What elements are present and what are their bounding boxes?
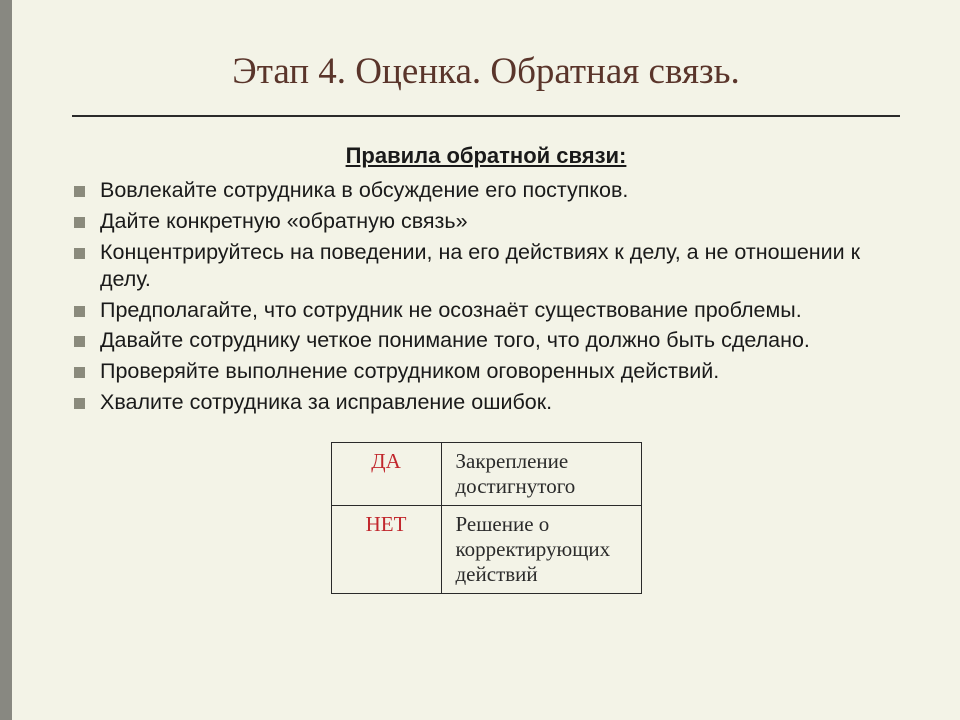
- decision-table-wrap: ДА Закрепление достигнутого НЕТ Решение …: [72, 442, 900, 594]
- slide-title: Этап 4. Оценка. Обратная связь.: [72, 50, 900, 117]
- slide: Этап 4. Оценка. Обратная связь. Правила …: [12, 0, 960, 634]
- rule-text: Вовлекайте сотрудника в обсуждение его п…: [100, 178, 628, 202]
- slide-subtitle: Правила обратной связи:: [72, 143, 900, 169]
- list-item: Вовлекайте сотрудника в обсуждение его п…: [72, 177, 900, 204]
- table-row: ДА Закрепление достигнутого: [331, 443, 641, 506]
- rule-text: Хвалите сотрудника за исправление ошибок…: [100, 390, 552, 414]
- table-row: НЕТ Решение о корректирующих действий: [331, 506, 641, 594]
- table-key-no: НЕТ: [331, 506, 441, 594]
- list-item: Дайте конкретную «обратную связь»: [72, 208, 900, 235]
- list-item: Проверяйте выполнение сотрудником оговор…: [72, 358, 900, 385]
- list-item: Концентрируйтесь на поведении, на его де…: [72, 239, 900, 293]
- table-val-yes: Закрепление достигнутого: [441, 443, 641, 506]
- rule-text: Концентрируйтесь на поведении, на его де…: [100, 240, 860, 291]
- table-val-no: Решение о корректирующих действий: [441, 506, 641, 594]
- rule-text: Дайте конкретную «обратную связь»: [100, 209, 468, 233]
- rule-text: Проверяйте выполнение сотрудником оговор…: [100, 359, 719, 383]
- table-key-yes: ДА: [331, 443, 441, 506]
- rule-text: Давайте сотруднику четкое понимание того…: [100, 328, 810, 352]
- list-item: Хвалите сотрудника за исправление ошибок…: [72, 389, 900, 416]
- rules-list: Вовлекайте сотрудника в обсуждение его п…: [72, 177, 900, 416]
- list-item: Давайте сотруднику четкое понимание того…: [72, 327, 900, 354]
- decision-table: ДА Закрепление достигнутого НЕТ Решение …: [331, 442, 642, 594]
- rule-text: Предполагайте, что сотрудник не осознаёт…: [100, 298, 802, 322]
- list-item: Предполагайте, что сотрудник не осознаёт…: [72, 297, 900, 324]
